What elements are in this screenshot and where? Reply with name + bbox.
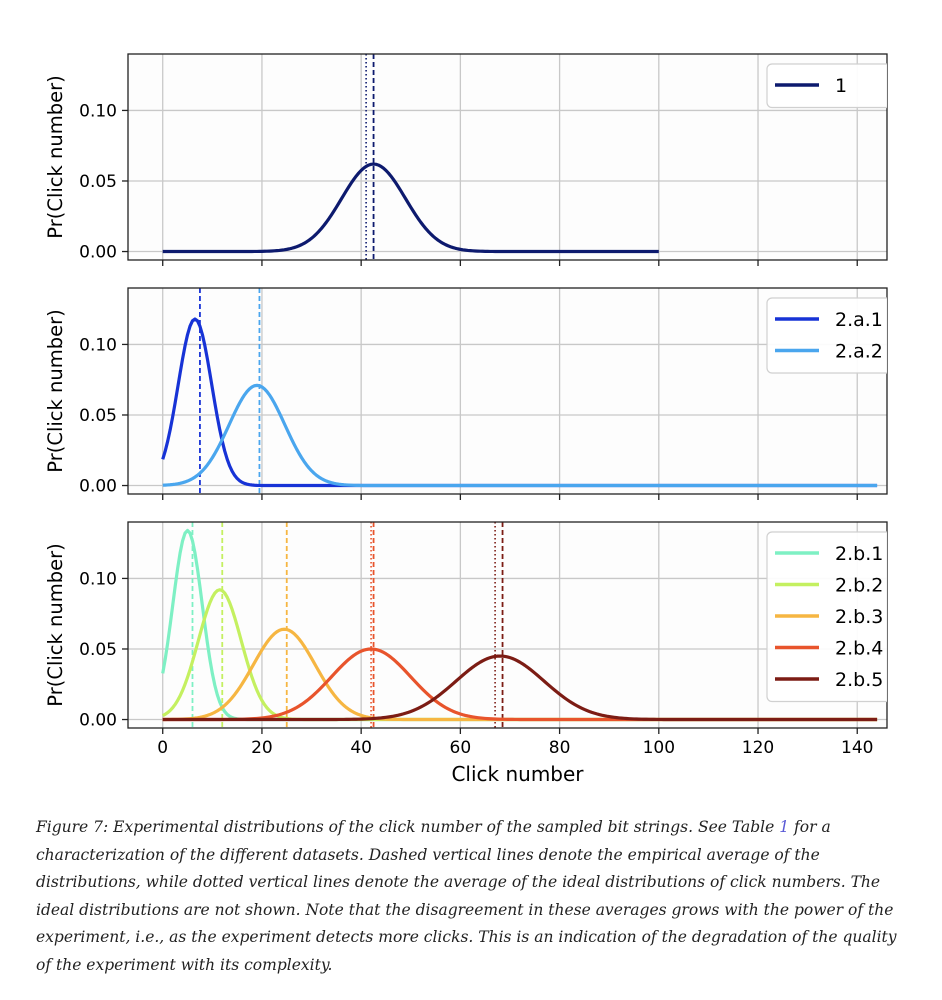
x-tick-label: 40 [350, 738, 372, 758]
legend-label-1: 1 [835, 75, 847, 97]
series-line-2.b.5 [162, 654, 878, 722]
panel-3-y-tick-label: 0.05 [79, 640, 117, 660]
legend-box [766, 297, 887, 374]
x-tick-label: 0 [157, 738, 168, 758]
panel-3-plot-group [161, 522, 878, 728]
x-tick-label: 60 [450, 738, 472, 758]
panel-2-y-axis-label: Pr(Click number) [44, 309, 67, 472]
panel-1-y-tick-label: 0.05 [79, 172, 117, 192]
panel-2-y-tick-label: 0.10 [79, 335, 117, 355]
x-tick-label: 120 [742, 738, 774, 758]
panel-2-frame [127, 287, 888, 495]
figure-caption: Figure 7: Experimental distributions of … [36, 814, 906, 979]
series-line-2.a.2 [162, 383, 878, 488]
series-line-1 [162, 162, 659, 254]
panel-1-background [128, 54, 887, 260]
x-tick-label: 20 [251, 738, 273, 758]
panel-1-plot-group [162, 54, 659, 260]
panel-1-legend: 1 [766, 63, 887, 109]
caption-text-start: Figure 7: Experimental distributions of … [36, 818, 780, 836]
legend-label-2.a.1: 2.a.1 [835, 309, 883, 331]
panel-3-y-tick-label: 0.10 [79, 569, 117, 589]
panel-3-background [128, 522, 887, 728]
figure-chart: 0.00 0.05 0.10 Pr(Click number) 1 0.00 0.05 0.1… [44, 53, 888, 786]
x-axis-label: Click number [451, 762, 584, 786]
legend-label-2.b.1: 2.b.1 [835, 543, 883, 565]
panel-1-frame [127, 53, 888, 261]
table-reference-link[interactable]: 1 [779, 818, 790, 836]
caption-text-end: for a characterization of the different … [36, 818, 897, 974]
legend-label-2.b.3: 2.b.3 [835, 606, 883, 628]
panel-3-legend: 2.b.1 2.b.2 2.b.3 2.b.4 2.b.5 [766, 531, 887, 703]
panel-2-background [128, 288, 887, 494]
x-tick-label: 100 [643, 738, 675, 758]
legend-label-2.b.2: 2.b.2 [835, 575, 883, 597]
panel-2-y-tick-label: 0.00 [79, 477, 117, 497]
legend-box [766, 63, 887, 109]
panel-2-legend: 2.a.1 2.a.2 [766, 297, 887, 374]
panel-3-y-axis-label: Pr(Click number) [44, 543, 67, 706]
panel-2-y-tick-label: 0.05 [79, 406, 117, 426]
legend-label-2.b.5: 2.b.5 [835, 669, 883, 691]
legend-label-2.a.2: 2.a.2 [835, 341, 883, 363]
x-tick-label: 140 [841, 738, 873, 758]
panel-3-y-tick-label: 0.00 [79, 711, 117, 731]
legend-box [766, 531, 887, 703]
panel-1-y-tick-label: 0.00 [79, 243, 117, 263]
x-tick-label: 80 [549, 738, 571, 758]
panel-1-y-axis-label: Pr(Click number) [44, 75, 67, 238]
panel-1-y-tick-label: 0.10 [79, 101, 117, 121]
panel-2-plot-group [161, 288, 878, 494]
legend-label-2.b.4: 2.b.4 [835, 638, 883, 660]
